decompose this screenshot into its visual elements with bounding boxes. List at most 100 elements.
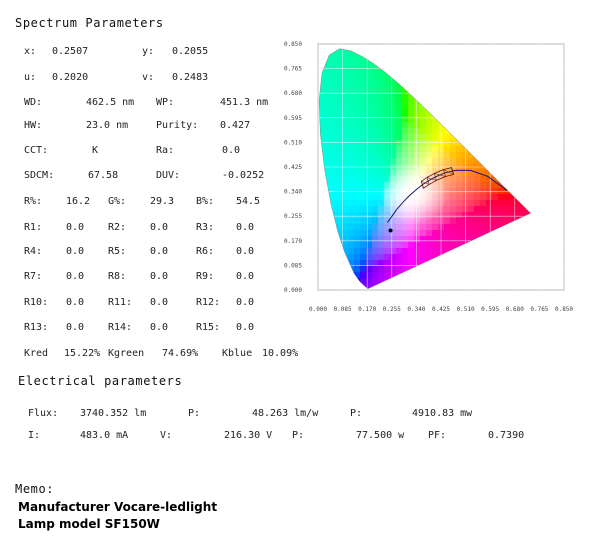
spec-value: 16.2 (66, 196, 91, 207)
spec-label: y: (142, 46, 155, 57)
y-tick-label: 0.850 (284, 41, 302, 48)
x-tick-label: 0.085 (334, 306, 352, 313)
electrical-heading: Electrical parameters (18, 374, 183, 388)
memo-manufacturer: Manufacturer Vocare-ledlight (18, 500, 218, 514)
memo-heading: Memo: (15, 482, 55, 496)
y-tick-label: 0.170 (284, 238, 302, 245)
spec-label: v: (142, 72, 155, 83)
spec-value: 0.0 (236, 246, 255, 257)
spec-label: R15: (196, 322, 221, 333)
spec-label: R6: (196, 246, 215, 257)
spec-label: HW: (24, 120, 43, 131)
sdcm-hatch-line (434, 173, 446, 177)
spec-value: -0.0252 (222, 170, 265, 181)
spec-value: K (92, 145, 99, 156)
spec-label: R8: (108, 271, 127, 282)
x-tick-label: 0.255 (383, 306, 401, 313)
spec-value: 451.3 nm (220, 97, 269, 108)
spec-label: x: (24, 46, 37, 57)
elec-label: V: (160, 430, 173, 441)
spec-label: Kblue (222, 348, 253, 359)
sdcm-hatch-line (421, 181, 424, 189)
x-tick-label: 0.510 (457, 306, 475, 313)
spec-label: B%: (196, 196, 215, 207)
measured-point (388, 228, 393, 233)
spec-label: R10: (24, 297, 49, 308)
elec-label: P: (350, 408, 363, 419)
spec-value: 74.69% (162, 348, 199, 359)
spec-label: G%: (108, 196, 127, 207)
sdcm-hatch-line (427, 177, 437, 181)
cie-chromaticity-chart: 0.000 0.085 0.170 0.255 0.340 0.425 0.510 0.595… (284, 41, 573, 313)
elec-label: P: (292, 430, 305, 441)
spec-label: R4: (24, 246, 43, 257)
spec-label: CCT: (24, 145, 49, 156)
spec-value: 0.0 (150, 222, 169, 233)
spec-value: 0.0 (150, 246, 169, 257)
spec-label: R14: (108, 322, 133, 333)
spec-label: SDCM: (24, 170, 55, 181)
sdcm-hatch-line (451, 167, 454, 175)
y-tick-label: 0.510 (284, 139, 302, 146)
spec-value: 0.0 (236, 322, 255, 333)
elec-value: 3740.352 lm (80, 408, 147, 419)
spec-label: WP: (156, 97, 175, 108)
spec-value: 0.0 (66, 271, 85, 282)
spec-value: 0.0 (236, 271, 255, 282)
elec-label: P: (188, 408, 201, 419)
spec-value: 0.0 (236, 222, 255, 233)
spec-label: R1: (24, 222, 43, 233)
measured-point-group (388, 228, 393, 233)
spec-value: 0.0 (150, 297, 169, 308)
spec-label: R3: (196, 222, 215, 233)
y-tick-label: 0.595 (284, 115, 302, 122)
spec-value: 0.0 (150, 271, 169, 282)
spec-value: 0.2020 (52, 72, 89, 83)
spec-value: 67.58 (88, 170, 119, 181)
y-tick-label: 0.425 (284, 164, 302, 171)
spec-label: DUV: (156, 170, 181, 181)
elec-value: 48.263 lm/w (252, 408, 319, 419)
spec-label: R%: (24, 196, 43, 207)
spec-value: 0.2483 (172, 72, 209, 83)
y-tick-label: 0.765 (284, 66, 302, 73)
spec-value: 29.3 (150, 196, 175, 207)
planckian-locus (387, 169, 508, 223)
x-tick-label: 0.595 (481, 306, 499, 313)
y-tick-label: 0.000 (284, 287, 302, 294)
x-tick-label: 0.170 (358, 306, 376, 313)
sdcm-hatch-line (443, 169, 454, 175)
sdcm-hatched-band (420, 167, 455, 189)
spec-value: 15.22% (64, 348, 101, 359)
sdcm-hatch-line (421, 181, 430, 185)
x-tick-label: 0.000 (309, 306, 327, 313)
spectral-locus-outline (318, 48, 532, 289)
elec-value: 216.30 V (224, 430, 273, 441)
spec-label: R2: (108, 222, 127, 233)
grid-lines (317, 43, 565, 291)
spec-label: R5: (108, 246, 127, 257)
spec-label: u: (24, 72, 37, 83)
spec-label: R7: (24, 271, 43, 282)
y-tick-label: 0.085 (284, 262, 302, 269)
spec-label: WD: (24, 97, 43, 108)
y-tick-labels: 0.000 0.085 0.170 0.255 0.340 0.425 0.510 0.595… (284, 41, 302, 294)
elec-label: I: (28, 430, 41, 441)
x-tick-label: 0.850 (555, 306, 573, 313)
spec-label: R12: (196, 297, 221, 308)
spec-value: 0.427 (220, 120, 251, 131)
y-tick-label: 0.680 (284, 90, 302, 97)
spec-label: Kgreen (108, 348, 145, 359)
spec-value: 0.2507 (52, 46, 89, 57)
spec-value: 462.5 nm (86, 97, 135, 108)
spec-label: Ra: (156, 145, 175, 156)
elec-value: 4910.83 mw (412, 408, 473, 419)
sdcm-hatch-line (443, 169, 446, 177)
elec-label: PF: (428, 430, 447, 441)
spec-label: R9: (196, 271, 215, 282)
x-tick-label: 0.425 (432, 306, 450, 313)
sdcm-hatch-line (433, 173, 437, 181)
spec-value: 0.0 (66, 246, 85, 257)
x-tick-label: 0.765 (530, 306, 548, 313)
spec-value: 10.09% (262, 348, 299, 359)
